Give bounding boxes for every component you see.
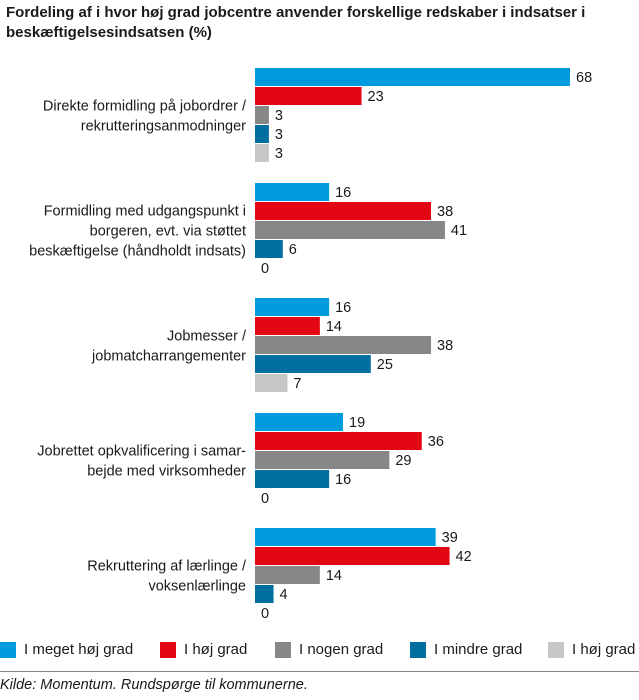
- bar: [255, 144, 269, 162]
- data-label: 16: [335, 300, 351, 316]
- bar: [255, 374, 288, 392]
- bar: [255, 336, 432, 354]
- data-label: 0: [261, 606, 269, 622]
- bar: [255, 87, 362, 105]
- legend-swatch: [548, 641, 564, 658]
- legend-swatch: [410, 641, 426, 658]
- bar: [255, 68, 570, 86]
- legend-swatch: [275, 641, 291, 658]
- data-label: 42: [456, 549, 472, 565]
- legend-label: I nogen grad: [299, 641, 384, 658]
- bar: [255, 528, 436, 546]
- legend-label: I mindre grad: [434, 641, 523, 658]
- data-label: 39: [442, 530, 458, 546]
- bar: [255, 106, 269, 124]
- data-label: 4: [280, 587, 288, 603]
- data-label: 14: [326, 319, 342, 335]
- source-note: Kilde: Momentum. Rundspørge til kommuner…: [0, 677, 308, 693]
- data-label: 16: [335, 185, 351, 201]
- bar: [255, 547, 450, 565]
- divider: [0, 671, 639, 672]
- data-label: 19: [349, 415, 365, 431]
- legend-swatch: [0, 641, 16, 658]
- bar: [255, 585, 274, 603]
- bar: [255, 451, 390, 469]
- bar: [255, 566, 320, 584]
- category-label: Formidling med udgangspunkt i borgeren, e…: [29, 204, 246, 260]
- bar-chart: Direkte formidling på jobordrer / rekrutt…: [29, 68, 592, 622]
- data-label: 16: [335, 472, 351, 488]
- bar: [255, 298, 330, 316]
- bar: [255, 432, 422, 450]
- data-label: 25: [377, 357, 393, 373]
- data-label: 23: [368, 89, 384, 105]
- bar: [255, 221, 445, 239]
- bar: [255, 355, 371, 373]
- data-label: 36: [428, 434, 444, 450]
- bar: [255, 240, 283, 258]
- data-label: 3: [275, 146, 283, 162]
- chart-title: Fordeling af i hvor høj grad jobcentre a…: [6, 4, 586, 41]
- data-label: 38: [437, 338, 453, 354]
- legend-label: I meget høj grad: [24, 641, 134, 658]
- data-label: 38: [437, 204, 453, 220]
- bar: [255, 125, 269, 143]
- legend-item: I høj grad: [548, 641, 635, 658]
- data-label: 0: [261, 491, 269, 507]
- data-label: 3: [275, 127, 283, 143]
- category-label: Jobmesser / jobmatcharrangementer: [91, 329, 247, 365]
- legend-label: I høj grad: [572, 641, 636, 658]
- data-label: 68: [576, 70, 592, 86]
- data-label: 7: [293, 376, 301, 392]
- legend-item: I mindre grad: [410, 641, 522, 658]
- data-label: 6: [289, 242, 297, 258]
- bar: [255, 202, 432, 220]
- bar: [255, 183, 330, 201]
- category-label: Rekruttering af lærlinge / voksenlærlinge: [87, 559, 247, 595]
- data-label: 3: [275, 108, 283, 124]
- bar: [255, 413, 344, 431]
- data-label: 0: [261, 261, 269, 277]
- legend-swatch: [160, 641, 176, 658]
- category-label: Jobrettet opkvalificering i samar-bejde …: [37, 444, 246, 480]
- bar: [255, 317, 320, 335]
- category-label: Direkte formidling på jobordrer / rekrutt…: [43, 99, 247, 135]
- legend: I meget høj grad I høj grad I nogen grad I …: [0, 641, 639, 663]
- data-label: 41: [451, 223, 467, 239]
- data-label: 14: [326, 568, 342, 584]
- data-label: 29: [395, 453, 411, 469]
- legend-item: I meget høj grad: [0, 641, 133, 658]
- legend-label: I høj grad: [184, 641, 248, 658]
- legend-item: I nogen grad: [275, 641, 383, 658]
- legend-item: I høj grad: [160, 641, 247, 658]
- bar: [255, 470, 330, 488]
